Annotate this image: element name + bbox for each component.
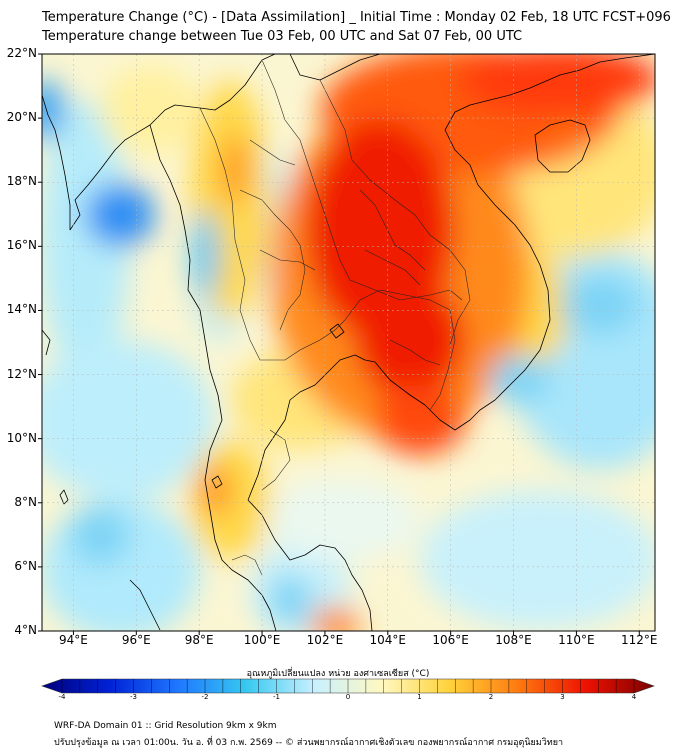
lat-label: 8°N (14, 494, 37, 509)
field-blob (220, 135, 250, 205)
colorbar-tick-label: -1 (273, 693, 280, 701)
colorbar-tick-marks (61, 679, 635, 693)
field-blob (420, 490, 655, 630)
temperature-field (42, 54, 655, 631)
colorbar-tick-label: 2 (488, 693, 494, 701)
colorbar-tick-label: 1 (417, 693, 422, 701)
lat-label: 16°N (6, 238, 37, 253)
field-blob (42, 80, 65, 140)
coastline (247, 354, 376, 501)
field-blob (460, 54, 655, 115)
lon-label: 108°E (495, 633, 532, 647)
coastline (149, 124, 233, 571)
border (359, 189, 426, 271)
field-blob (191, 210, 219, 300)
axis-ticks (38, 53, 640, 635)
map-title: Temperature Change (°C) - [Data Assimila… (42, 10, 671, 25)
border (239, 189, 306, 331)
island (59, 489, 69, 505)
lon-label: 98°E (184, 633, 214, 647)
field-blob (560, 275, 640, 335)
field-blob (260, 480, 420, 560)
gridlines (42, 54, 655, 631)
island (211, 475, 223, 489)
border (319, 79, 471, 346)
island (129, 579, 161, 631)
field-blob (85, 183, 155, 247)
lat-label: 18°N (6, 174, 37, 189)
colorbar-tick-label: 3 (560, 693, 565, 701)
field-blob (200, 465, 230, 515)
coastline (247, 499, 373, 631)
map-frame (41, 53, 656, 632)
border (261, 59, 463, 301)
colorbar-tick-label: 4 (631, 693, 637, 701)
coastlines (42, 54, 655, 631)
lat-label: 12°N (6, 366, 37, 381)
coastline (289, 54, 381, 81)
political-borders (199, 59, 471, 576)
field-blob (375, 385, 465, 455)
lat-label: 4°N (14, 623, 37, 637)
colorbar-tick-label: 0 (345, 693, 351, 701)
lon-label: 104°E (369, 633, 407, 647)
border (389, 339, 441, 366)
field-blob (355, 280, 465, 400)
border (249, 139, 296, 166)
field-blob (100, 65, 200, 155)
footer-credit: ปรับปรุงข้อมูล ณ เวลา 01:00น. วัน อ. ที่… (54, 738, 564, 748)
coastline (42, 329, 51, 356)
field-blob (42, 340, 215, 500)
lon-label: 96°E (121, 633, 151, 647)
lat-label: 20°N (6, 110, 37, 125)
colorbar-tick-label: -4 (58, 693, 66, 701)
map-subtitle: Temperature change between Tue 03 Feb, 0… (42, 29, 523, 44)
border (261, 429, 291, 491)
island (329, 323, 345, 339)
lat-label: 10°N (6, 430, 37, 445)
border (364, 249, 421, 286)
field-blob (545, 118, 585, 162)
colorbar-title: อุณหภูมิเปลี่ยนแปลง หน่วย องศาเซลเซียส (… (246, 669, 430, 679)
field-blob (310, 607, 360, 631)
coastline (374, 54, 655, 431)
lon-label: 112°E (621, 633, 658, 647)
coastline (69, 54, 276, 231)
footer-domain-info: WRF-DA Domain 01 :: Grid Resolution 9km … (54, 721, 277, 731)
lon-label: 100°E (243, 633, 281, 647)
border (344, 289, 456, 411)
border (199, 107, 346, 361)
lon-label: 102°E (306, 633, 344, 647)
border (259, 249, 316, 271)
lon-label: 106°E (432, 633, 469, 647)
lat-label: 6°N (14, 558, 37, 573)
island-hainan (534, 119, 591, 173)
map-plot-area (42, 54, 655, 631)
lon-label: 94°E (58, 633, 88, 647)
lat-label: 14°N (6, 302, 37, 317)
lon-label: 110°E (558, 633, 595, 647)
lat-label: 22°N (6, 46, 37, 60)
coastline (42, 94, 71, 230)
field-blob (490, 355, 550, 405)
border (231, 554, 263, 576)
field-blob (70, 505, 130, 565)
field-blob (268, 575, 312, 625)
colorbar-tick-label: -3 (130, 693, 137, 701)
colorbar-tick-label: -2 (201, 693, 209, 701)
